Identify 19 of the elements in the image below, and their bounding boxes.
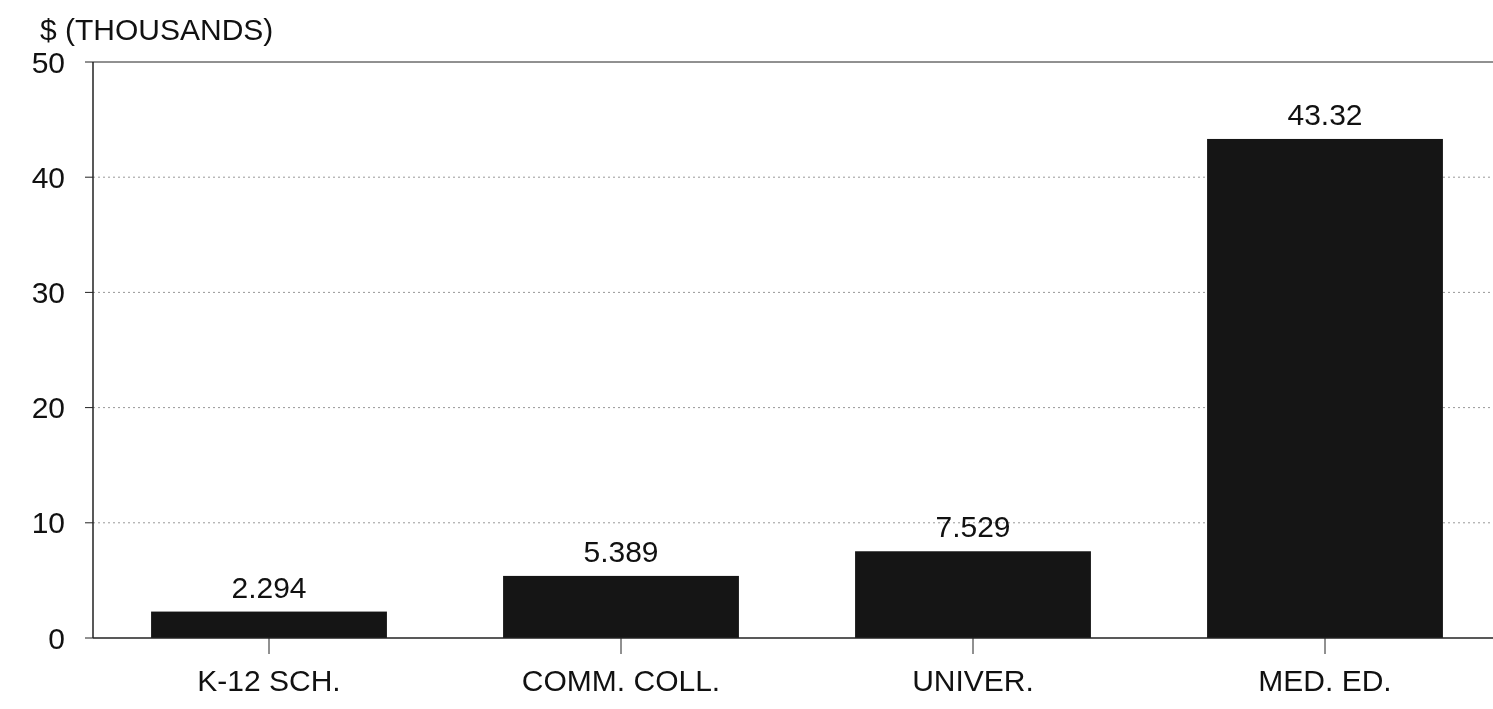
data-label: 5.389 (583, 534, 659, 568)
x-tick-label: MED. ED. (1258, 664, 1392, 697)
bar (151, 611, 387, 638)
y-tick-label: 10 (31, 506, 65, 540)
x-tick-label: UNIVER. (912, 664, 1034, 697)
data-label: 43.32 (1287, 97, 1363, 131)
bar (503, 575, 739, 638)
x-tick-label: K-12 SCH. (197, 664, 341, 697)
y-tick-label: 50 (31, 45, 65, 79)
bar (855, 551, 1091, 638)
y-tick-label: 40 (31, 160, 65, 194)
y-tick-label: 20 (31, 391, 65, 425)
y-tick-label: 30 (31, 275, 65, 309)
x-tick-label: COMM. COLL. (521, 664, 721, 697)
data-label: 2.294 (231, 570, 307, 604)
data-label: 7.529 (935, 510, 1011, 544)
bar (1207, 138, 1443, 638)
y-tick-label: 0 (48, 621, 65, 655)
y-axis-title: $ (THOUSANDS) (40, 13, 274, 46)
